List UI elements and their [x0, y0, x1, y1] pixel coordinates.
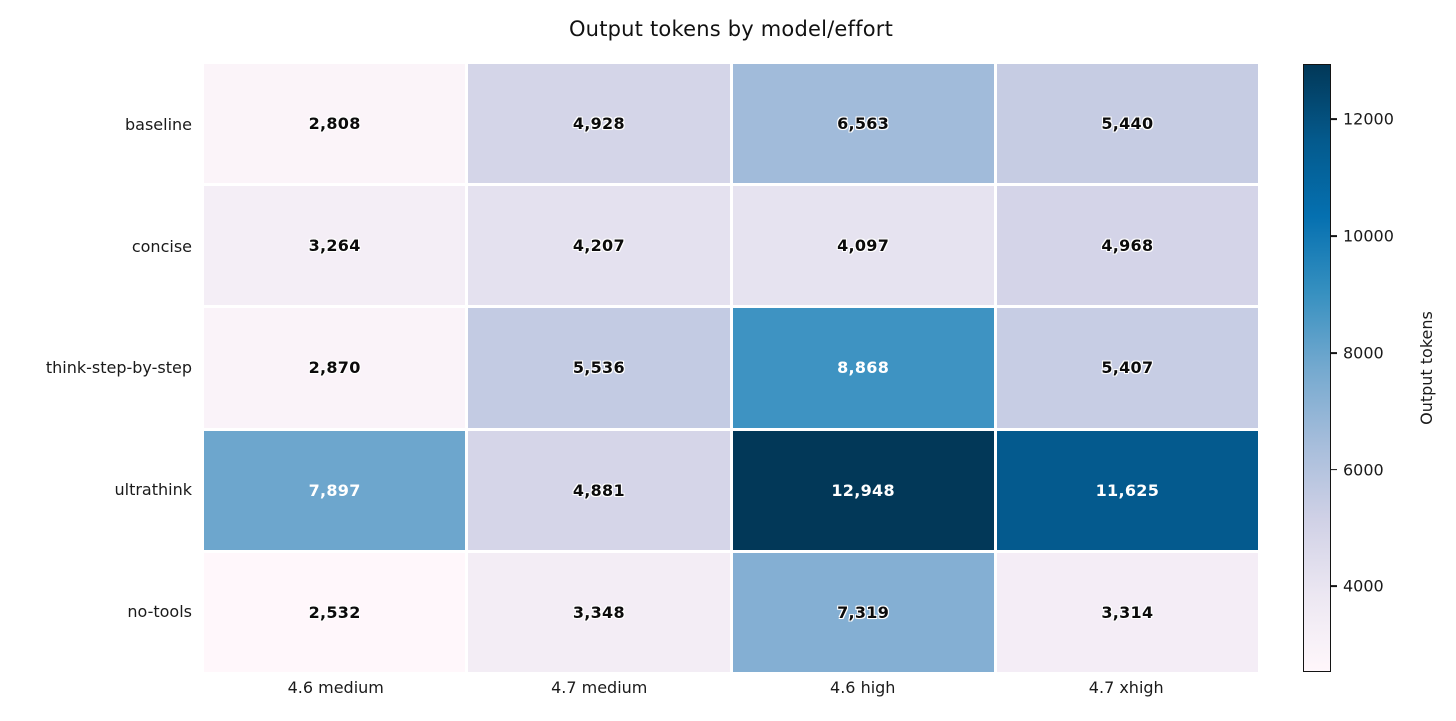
column-label: 4.7 xhigh — [1088, 678, 1164, 697]
colorbar-tick — [1331, 118, 1337, 121]
heatmap-cell: 2,808 — [204, 64, 466, 184]
heatmap-cell: 12,948 — [732, 430, 994, 550]
row-label: baseline — [124, 115, 192, 135]
colorbar-tick — [1331, 235, 1337, 237]
heatmap-cell: 7,319 — [732, 552, 994, 672]
cell-value: 4,968 — [1101, 236, 1154, 256]
row-label: no-tools — [127, 601, 192, 621]
heatmap-cell: 5,440 — [996, 64, 1258, 184]
heatmap-cell: 7,897 — [204, 430, 466, 550]
colorbar-tick — [1331, 585, 1337, 588]
cell-value: 4,207 — [572, 236, 625, 256]
row-label: ultrathink — [114, 480, 192, 500]
heatmap-cell: 5,536 — [468, 308, 730, 428]
cell-value: 8,868 — [837, 358, 890, 378]
colorbar-tick-label: 4000 — [1343, 576, 1384, 596]
heatmap-cell: 4,928 — [468, 64, 730, 184]
cell-value: 4,097 — [837, 236, 890, 256]
cell-value: 3,264 — [308, 236, 361, 256]
heatmap-grid: 2,808 4,928 6,563 5,440 3,264 4,207 4,097 4,968… — [204, 64, 1258, 672]
heatmap-cell: 2,532 — [204, 552, 466, 672]
row-labels: baseline concise think-step-by-step ultrath… — [0, 64, 192, 672]
column-labels: 4.6 medium 4.7 medium 4.6 high 4.7 xhigh — [204, 678, 1258, 697]
heatmap-cell: 4,207 — [468, 186, 730, 306]
colorbar-tick-label: 12000 — [1343, 109, 1394, 129]
row-label: concise — [131, 236, 192, 256]
cell-value: 7,319 — [837, 602, 890, 622]
colorbar-axis-label: Output tokens — [1417, 311, 1436, 425]
heatmap-cell: 4,968 — [996, 186, 1258, 306]
colorbar-gradient — [1304, 65, 1330, 671]
heatmap-cell: 2,870 — [204, 308, 466, 428]
cell-value: 4,928 — [572, 114, 625, 134]
colorbar-tick-label: 8000 — [1343, 343, 1384, 363]
cell-value: 5,536 — [572, 358, 625, 378]
cell-value: 11,625 — [1095, 480, 1160, 500]
heatmap-cell: 5,407 — [996, 308, 1258, 428]
cell-value: 3,348 — [572, 602, 625, 622]
colorbar — [1303, 64, 1331, 672]
cell-value: 12,948 — [831, 480, 895, 500]
heatmap-cell: 4,097 — [732, 186, 994, 306]
cell-value: 5,440 — [1101, 114, 1154, 134]
cell-value: 4,881 — [572, 480, 625, 500]
cell-value: 6,563 — [837, 114, 890, 134]
column-label: 4.7 medium — [551, 678, 648, 697]
heatmap-cell: 4,881 — [468, 430, 730, 550]
cell-value: 7,897 — [308, 480, 361, 500]
cell-value: 2,532 — [308, 602, 361, 622]
heatmap-cell: 8,868 — [732, 308, 994, 428]
heatmap-cell: 11,625 — [996, 430, 1258, 550]
heatmap-cell: 3,264 — [204, 186, 466, 306]
colorbar-tick-label: 10000 — [1343, 226, 1394, 246]
heatmap-cell: 6,563 — [732, 64, 994, 184]
heatmap-cell: 3,314 — [996, 552, 1258, 672]
colorbar-ticks: 4000 6000 8000 10000 12000 — [1303, 64, 1433, 672]
cell-value: 5,407 — [1101, 358, 1154, 378]
colorbar-tick — [1331, 351, 1337, 354]
colorbar-tick-label: 6000 — [1343, 460, 1384, 480]
cell-value: 2,870 — [308, 358, 361, 378]
column-label: 4.6 medium — [287, 678, 384, 697]
cell-value: 3,314 — [1101, 602, 1154, 622]
column-label: 4.6 high — [830, 678, 896, 697]
row-label: think-step-by-step — [45, 358, 192, 378]
heatmap-cell: 3,348 — [468, 552, 730, 672]
chart-title: Output tokens by model/effort — [568, 17, 894, 41]
cell-value: 2,808 — [308, 114, 361, 134]
colorbar-tick — [1331, 468, 1337, 471]
